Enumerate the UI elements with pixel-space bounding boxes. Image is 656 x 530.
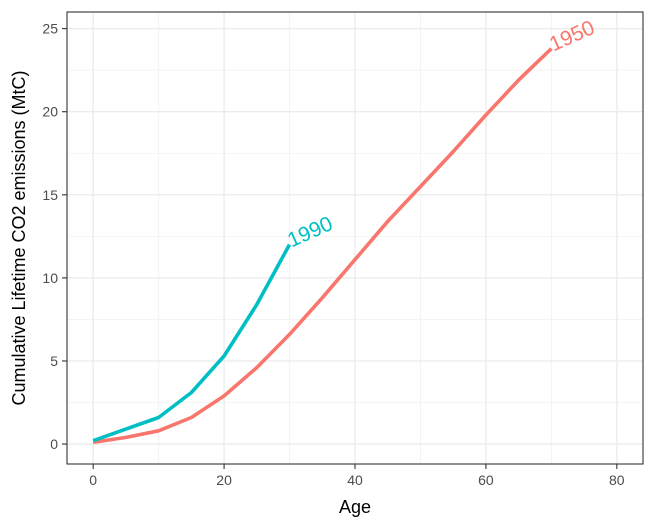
y-tick-label: 5 (50, 353, 58, 369)
series-line-1990 (92, 243, 292, 443)
x-axis-title: Age (339, 497, 371, 517)
y-tick-label: 25 (42, 21, 58, 37)
y-axis-title: Cumulative Lifetime CO2 emissions (MtC) (9, 70, 29, 405)
series-line-1950 (92, 47, 553, 445)
major-gridlines (67, 12, 643, 464)
y-tick-label: 10 (42, 270, 58, 286)
y-tick-label: 15 (42, 187, 58, 203)
y-axis: 0 5 10 15 20 25 (42, 21, 67, 452)
y-tick-label: 20 (42, 104, 58, 120)
x-axis: 0 20 40 60 80 (89, 464, 625, 488)
x-tick-label: 80 (609, 472, 625, 488)
x-tick-label: 60 (478, 472, 494, 488)
x-tick-label: 20 (216, 472, 232, 488)
x-tick-label: 0 (89, 472, 97, 488)
series-lines (92, 47, 553, 445)
y-tick-label: 0 (50, 436, 58, 452)
x-tick-label: 40 (347, 472, 363, 488)
